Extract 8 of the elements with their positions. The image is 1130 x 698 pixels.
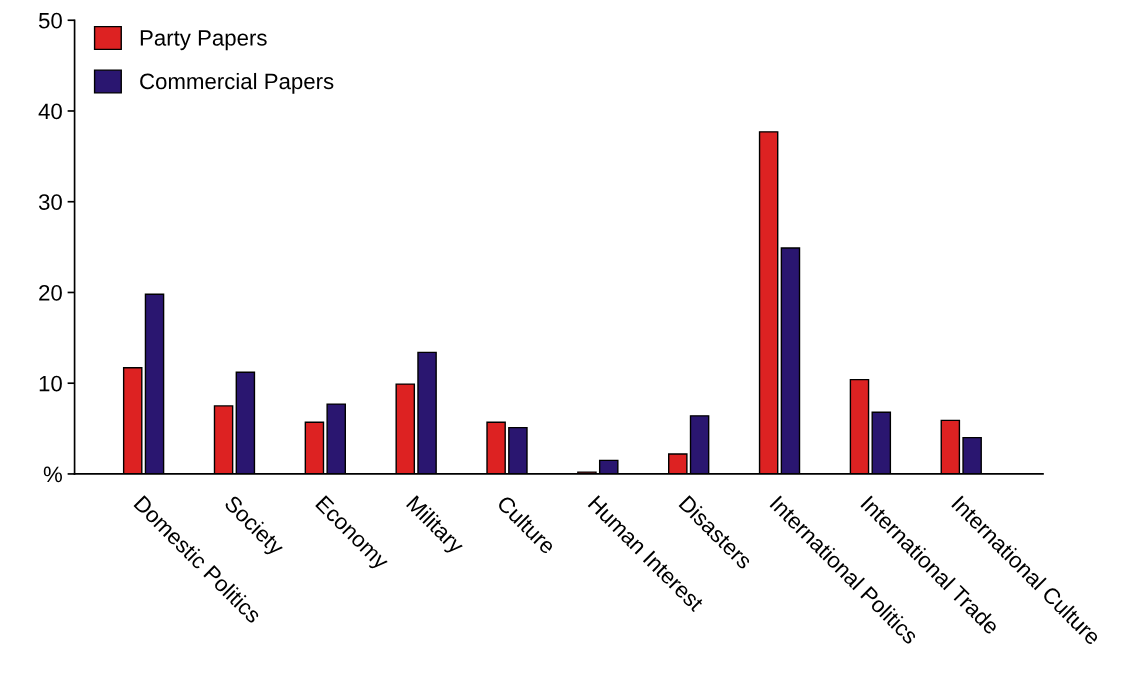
legend-label: Party Papers [140, 30, 267, 51]
y-tick-label: 10 [39, 375, 62, 392]
y-tick-label: 40 [38, 103, 62, 120]
y-tick-label: % [43, 466, 62, 483]
y-tick-label: 50 [38, 12, 62, 29]
legend-label: Commercial Papers [140, 72, 334, 94]
y-tick-label: 30 [38, 194, 62, 210]
y-tick-label: 20 [39, 285, 62, 301]
